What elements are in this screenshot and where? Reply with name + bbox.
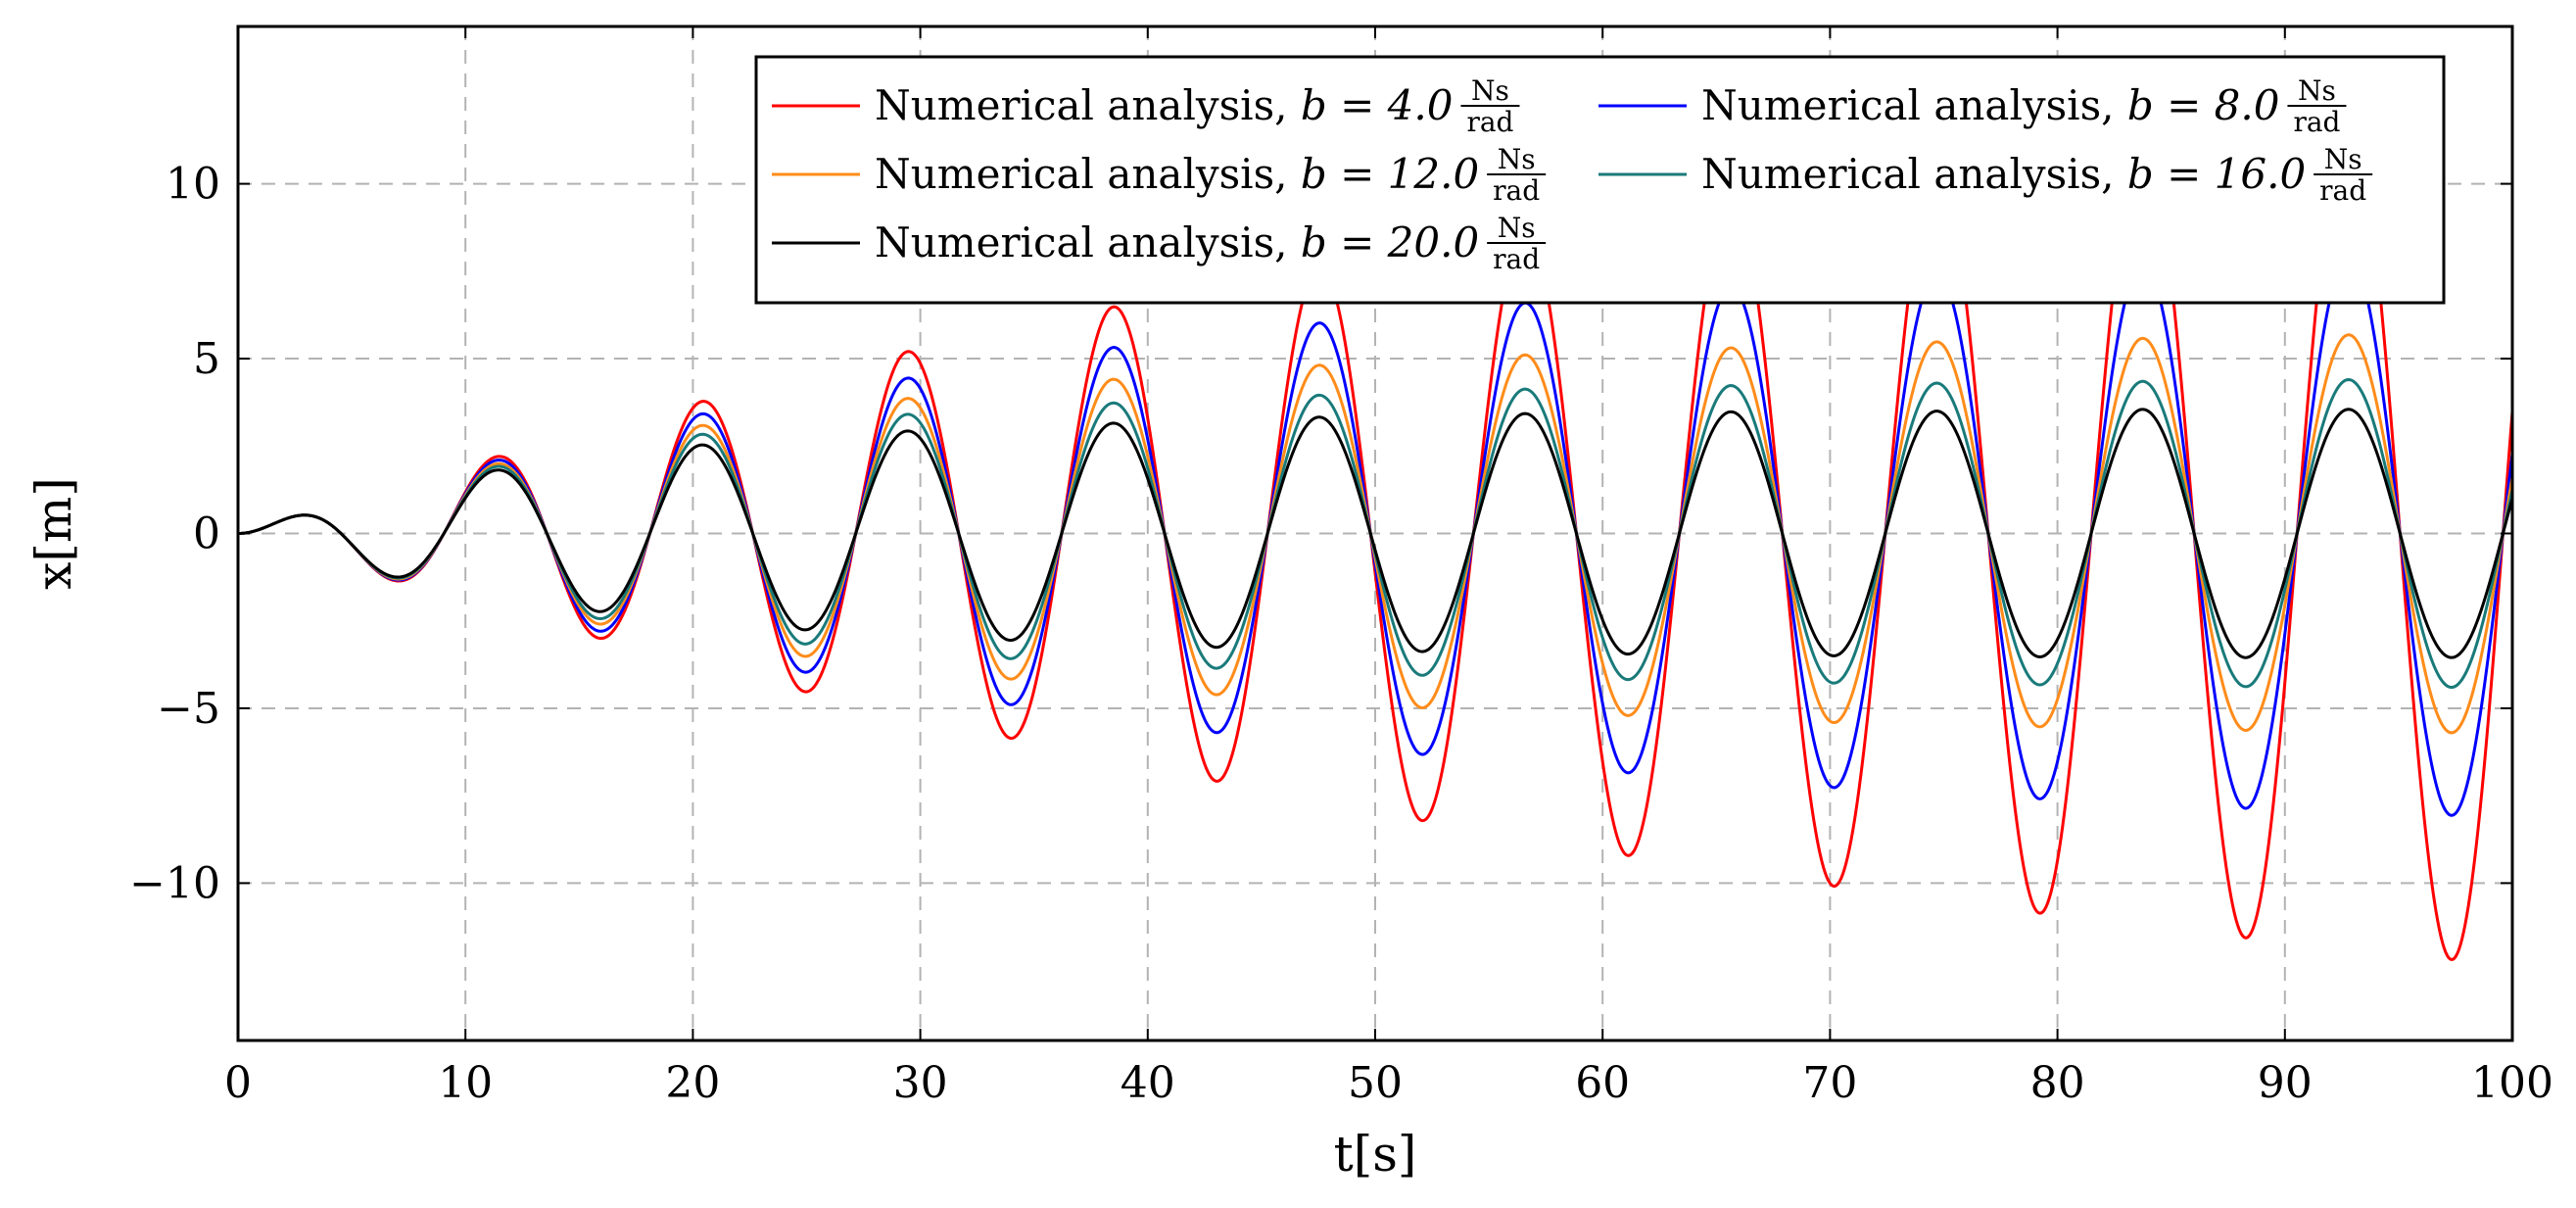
legend-label: Numerical analysis, b = 8.0 bbox=[1701, 81, 2279, 129]
legend-label: Numerical analysis, b = 4.0 bbox=[875, 81, 1453, 129]
plot-frame bbox=[236, 24, 2514, 1042]
legend-unit-denominator: rad bbox=[1493, 243, 1540, 275]
y-tick-label: 5 bbox=[193, 334, 220, 384]
legend-box bbox=[754, 55, 2446, 305]
x-tick-label: 50 bbox=[1348, 1058, 1403, 1108]
legend-unit-numerator: Ns bbox=[1498, 143, 1536, 175]
x-tick-label: 40 bbox=[1121, 1058, 1175, 1108]
series-line bbox=[238, 408, 2512, 659]
y-tick-label: −10 bbox=[129, 858, 220, 908]
x-tick-label: 30 bbox=[893, 1058, 948, 1108]
x-tick-label: 0 bbox=[224, 1058, 252, 1108]
legend-unit-numerator: Ns bbox=[1498, 212, 1536, 244]
legend-unit-denominator: rad bbox=[2293, 106, 2340, 138]
x-tick-label: 60 bbox=[1575, 1058, 1630, 1108]
legend-unit-numerator: Ns bbox=[2298, 74, 2336, 107]
legend-unit-numerator: Ns bbox=[2324, 143, 2362, 175]
x-tick-label: 20 bbox=[665, 1058, 720, 1108]
y-axis-label: x[m] bbox=[25, 477, 82, 590]
y-tick-label: 0 bbox=[193, 509, 220, 559]
axis-ticks: 0 10 20 30 40 50 60 70 80 90 100 −10 −5 0 5 10 bbox=[129, 26, 2553, 1108]
y-tick-label: −5 bbox=[157, 684, 220, 734]
x-tick-label: 10 bbox=[438, 1058, 493, 1108]
legend-unit-numerator: Ns bbox=[1471, 74, 1509, 107]
x-axis-label: t[s] bbox=[1334, 1126, 1417, 1183]
y-tick-label: 10 bbox=[166, 160, 220, 210]
x-tick-label: 70 bbox=[1802, 1058, 1857, 1108]
x-tick-label: 80 bbox=[2030, 1058, 2085, 1108]
x-tick-label: 90 bbox=[2258, 1058, 2313, 1108]
legend-unit-denominator: rad bbox=[1466, 106, 1513, 138]
legend-unit-denominator: rad bbox=[1493, 174, 1540, 207]
legend-label: Numerical analysis, b = 12.0 bbox=[875, 150, 1479, 198]
x-tick-label: 100 bbox=[2471, 1058, 2553, 1108]
legend-label: Numerical analysis, b = 16.0 bbox=[1701, 150, 2306, 198]
legend-unit-denominator: rad bbox=[2319, 174, 2366, 207]
legend-label: Numerical analysis, b = 20.0 bbox=[875, 218, 1479, 266]
